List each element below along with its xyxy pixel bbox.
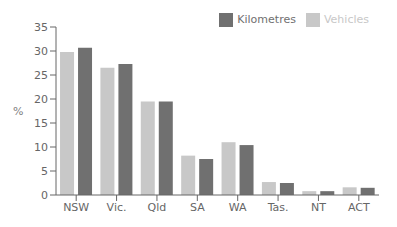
- svg-text:Tas.: Tas.: [267, 201, 289, 214]
- svg-text:35: 35: [34, 21, 48, 34]
- svg-text:NT: NT: [311, 201, 326, 214]
- svg-text:5: 5: [41, 165, 48, 178]
- svg-text:SA: SA: [190, 201, 205, 214]
- svg-text:30: 30: [34, 45, 48, 58]
- html-text:Vehicles: Vehicles: [323, 13, 369, 26]
- svg-text:15: 15: [34, 117, 48, 130]
- svg-text:10: 10: [34, 141, 48, 154]
- svg-text:WA: WA: [229, 201, 247, 214]
- html-text:Kilometres: Kilometres: [237, 13, 296, 26]
- svg-text:NSW: NSW: [63, 201, 89, 214]
- svg-text:Vic.: Vic.: [107, 201, 127, 214]
- svg-text:ACT: ACT: [348, 201, 370, 214]
- svg-text:0: 0: [41, 189, 48, 202]
- svg-text:25: 25: [34, 69, 48, 82]
- svg-text:Qld: Qld: [148, 201, 167, 214]
- svg-text:20: 20: [34, 93, 48, 106]
- svg-text:%: %: [13, 105, 23, 118]
